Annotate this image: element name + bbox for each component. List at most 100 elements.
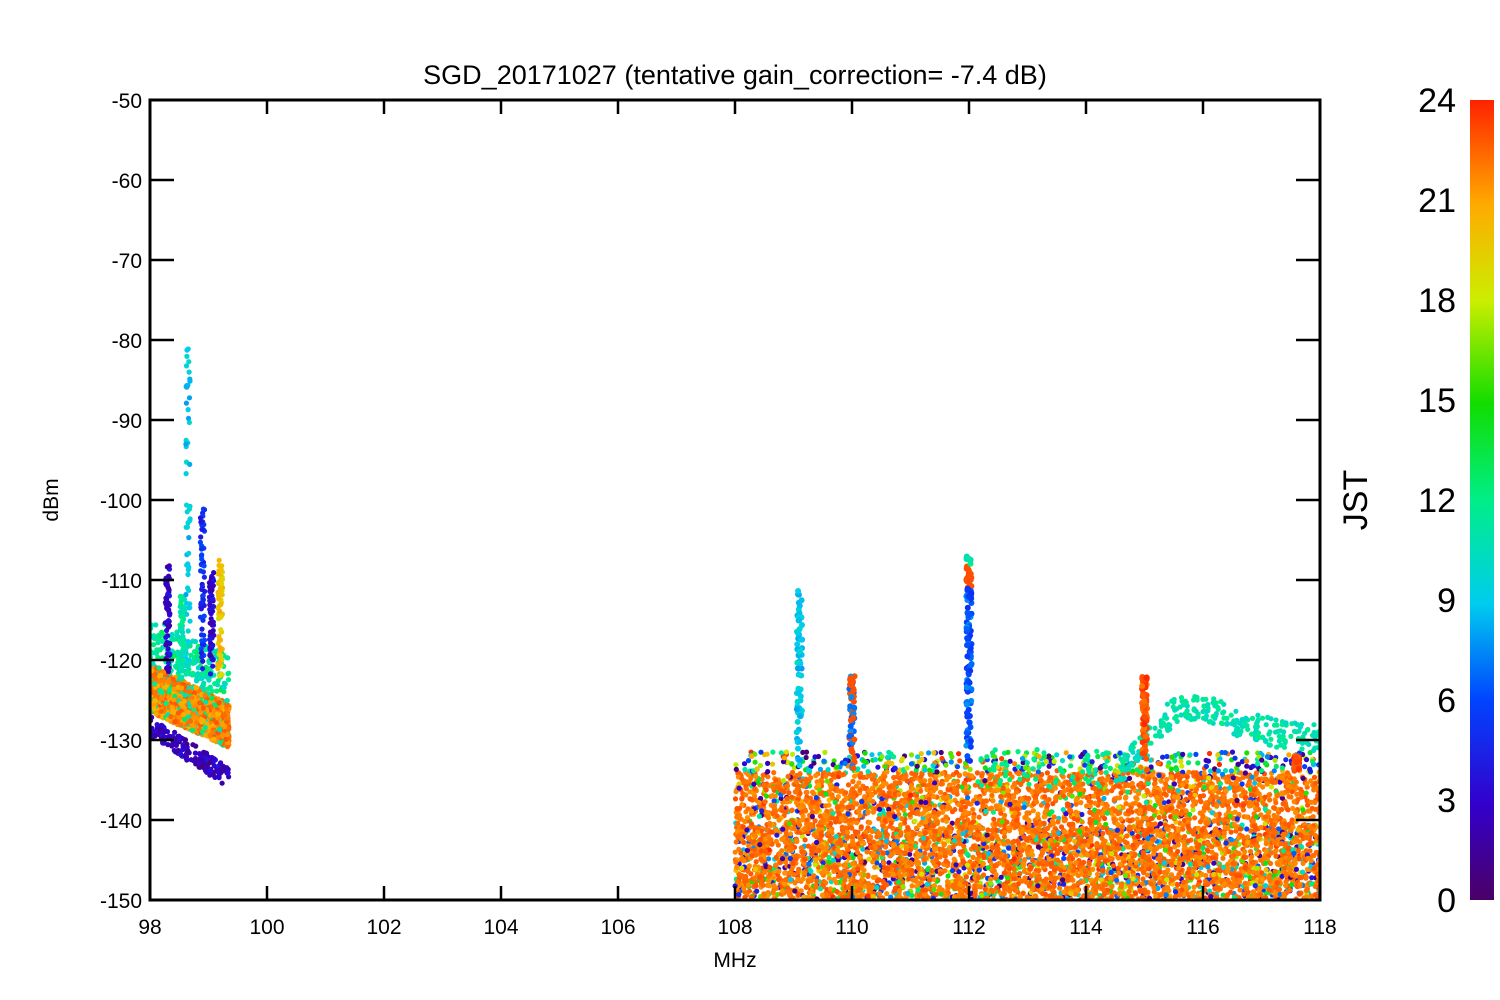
data-point — [184, 353, 190, 359]
data-point — [186, 506, 192, 512]
data-point — [223, 736, 229, 743]
data-point — [172, 719, 178, 725]
data-point — [187, 618, 193, 624]
data-point — [1296, 891, 1303, 897]
data-point — [198, 534, 204, 540]
data-point — [150, 642, 157, 648]
data-point — [222, 681, 228, 687]
data-point — [1220, 855, 1226, 861]
data-point — [1184, 774, 1190, 780]
data-point — [200, 526, 206, 532]
data-point — [190, 670, 196, 676]
data-point — [163, 634, 169, 640]
data-point — [179, 597, 185, 603]
data-point — [198, 546, 205, 552]
data-point — [217, 637, 224, 643]
data-point — [200, 666, 206, 672]
data-point — [1248, 848, 1254, 855]
data-point — [179, 629, 185, 635]
data-point — [199, 632, 205, 638]
data-point — [207, 620, 213, 626]
data-point — [182, 737, 189, 743]
data-point — [167, 687, 173, 693]
data-point — [226, 670, 232, 676]
data-point — [210, 663, 216, 669]
data-point — [221, 712, 228, 719]
data-point — [872, 864, 878, 870]
data-point — [166, 623, 173, 629]
data-point — [198, 650, 205, 656]
data-point — [179, 638, 185, 645]
data-point — [202, 692, 208, 698]
data-point — [219, 780, 225, 786]
data-point — [201, 563, 207, 569]
data-point — [963, 874, 970, 880]
data-point — [967, 869, 973, 875]
data-point — [214, 688, 220, 694]
data-point — [798, 778, 805, 784]
data-point — [158, 708, 164, 714]
data-point — [898, 822, 904, 828]
data-point — [186, 550, 192, 556]
data-point — [201, 637, 208, 643]
data-point — [180, 743, 186, 749]
data-point — [185, 407, 191, 413]
data-point — [744, 847, 751, 854]
data-point — [163, 595, 169, 601]
data-point — [190, 699, 196, 706]
data-point — [166, 573, 172, 579]
data-point — [193, 684, 199, 691]
data-point — [970, 807, 976, 813]
data-point — [179, 619, 185, 625]
data-point — [184, 749, 190, 755]
data-point — [153, 622, 159, 628]
data-point — [170, 676, 176, 682]
data-point — [169, 741, 176, 748]
data-point — [197, 539, 203, 545]
data-point — [207, 606, 213, 613]
data-point — [197, 515, 204, 521]
data-point — [159, 629, 165, 635]
data-point — [190, 742, 196, 748]
data-point — [181, 712, 187, 718]
data-point — [199, 684, 205, 690]
data-point — [185, 520, 191, 526]
data-point — [224, 770, 230, 776]
data-point — [196, 760, 202, 766]
data-point — [199, 719, 205, 725]
data-point — [186, 587, 192, 594]
data-point — [218, 760, 224, 766]
data-point — [152, 681, 158, 687]
data-point — [163, 642, 169, 648]
data-point — [202, 751, 209, 757]
data-point — [1057, 885, 1063, 891]
data-point — [176, 736, 182, 743]
data-point — [1001, 870, 1007, 876]
data-point — [211, 736, 217, 742]
data-point — [154, 722, 160, 728]
data-point — [217, 587, 223, 593]
data-point — [826, 875, 832, 881]
data-point — [158, 722, 165, 729]
data-point — [173, 742, 179, 749]
data-point — [927, 852, 933, 858]
data-point — [215, 592, 222, 599]
data-point — [190, 638, 196, 644]
data-point — [172, 729, 178, 735]
data-point — [197, 700, 203, 706]
data-point — [169, 631, 175, 638]
data-point — [218, 601, 224, 608]
data-point — [202, 724, 208, 731]
data-point — [207, 629, 214, 635]
data-point — [218, 614, 224, 620]
data-point — [164, 564, 170, 570]
data-point — [733, 839, 739, 845]
data-point — [167, 611, 173, 617]
data-point — [1197, 819, 1203, 825]
data-point — [187, 605, 193, 611]
data-point — [186, 564, 192, 570]
data-point — [209, 656, 215, 662]
chart-title: SGD_20171027 (tentative gain_correction=… — [423, 60, 1047, 90]
data-point — [209, 695, 215, 701]
